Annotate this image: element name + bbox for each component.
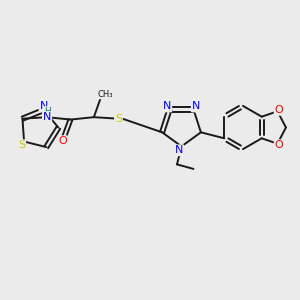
Text: CH₃: CH₃	[97, 90, 113, 99]
Text: N: N	[163, 101, 171, 112]
Text: N: N	[43, 112, 51, 122]
Text: S: S	[115, 114, 122, 124]
Text: O: O	[274, 105, 284, 115]
Text: N: N	[40, 101, 48, 112]
Text: O: O	[58, 136, 67, 146]
Text: N: N	[192, 101, 200, 112]
Text: N: N	[175, 145, 183, 155]
Text: H: H	[44, 107, 51, 116]
Text: O: O	[274, 140, 284, 150]
Text: S: S	[18, 140, 25, 150]
